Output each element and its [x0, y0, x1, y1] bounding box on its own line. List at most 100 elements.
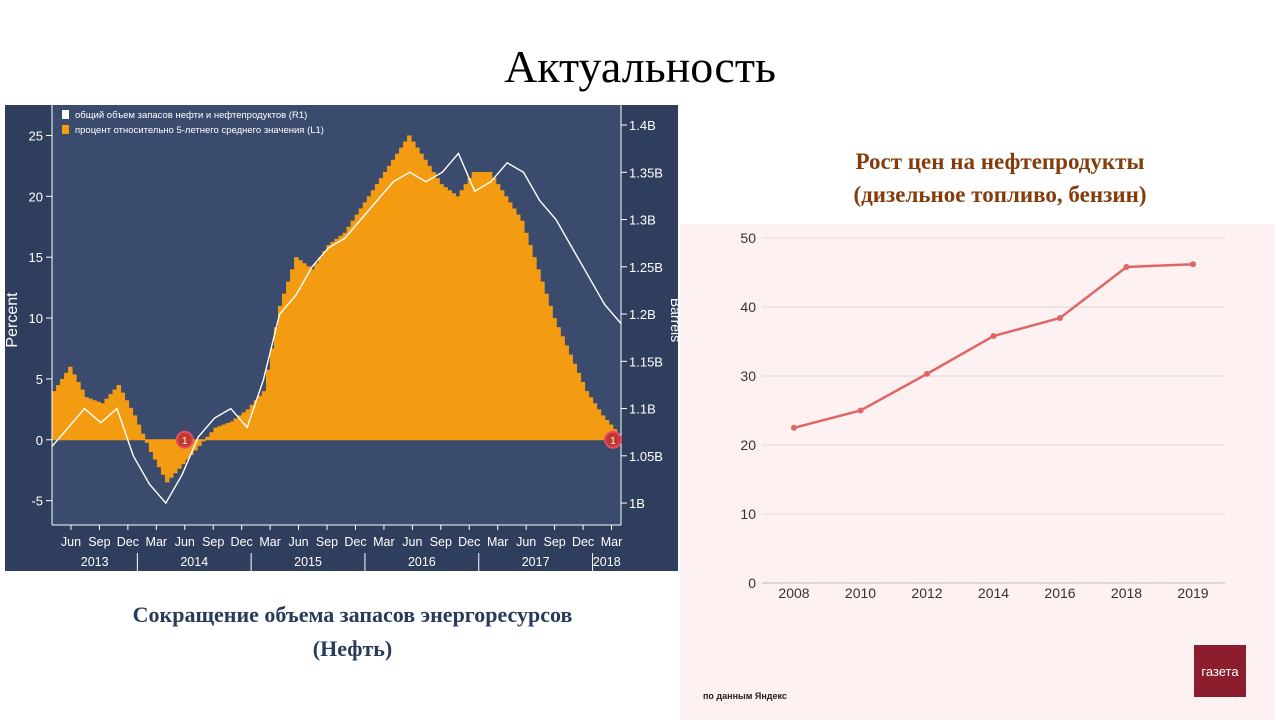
stocks-line [51, 152, 622, 505]
bar-mark [286, 281, 291, 440]
bar-mark [346, 226, 352, 440]
bar-mark [277, 305, 283, 440]
event-marker-label: 1 [610, 436, 616, 447]
bar-mark [604, 420, 610, 440]
bar-mark [334, 238, 339, 440]
bar-mark [302, 263, 307, 440]
legend-label-stocks: общий объем запасов нефти и нефтепродукт… [75, 110, 307, 121]
y-tick-label: 20 [29, 189, 43, 204]
x-axis: 2008 2010 2012 2014 2016 2018 2019 [778, 585, 1208, 601]
y2-tick-label: 1.05B [629, 449, 663, 464]
bar-mark [269, 348, 275, 440]
x-tick-label: 2016 [1044, 585, 1075, 601]
bar-mark [512, 208, 517, 440]
bar-mark [564, 345, 569, 440]
bar-mark [233, 418, 239, 440]
bar-mark [80, 389, 85, 440]
bar-mark [374, 184, 380, 440]
caption-line-1: Сокращение объема запасов энергоресурсов [132, 602, 573, 627]
bar-mark [580, 381, 586, 440]
y-tick-label: 0 [36, 433, 43, 448]
x-tick-label: Dec [117, 535, 139, 549]
x-tick-label: Jun [402, 535, 422, 549]
bar-mark [479, 171, 485, 440]
x-tick-label: 2012 [911, 585, 942, 601]
bar-mark [467, 178, 473, 440]
bar-mark [160, 439, 166, 475]
y2-tick-label: 1.35B [629, 165, 663, 180]
y-tick-label: 5 [36, 372, 43, 387]
bar-mark [403, 141, 408, 440]
line-series [51, 152, 622, 505]
fuel-price-panel: 50 40 30 20 10 0 2008 2010 2012 2014 2016 2018 2019 [680, 224, 1275, 720]
bar-mark [471, 171, 477, 440]
legend-label-percent: процент относительно 5-летнего среднего … [75, 125, 324, 136]
y-tick-label: 10 [29, 311, 43, 326]
y2-tick-label: 1.3B [629, 213, 656, 228]
bar-mark [108, 394, 113, 440]
grid [762, 237, 1225, 584]
bar-mark [572, 363, 578, 440]
x-tick-label: Mar [487, 535, 509, 549]
y-axis-title: Percent [5, 292, 21, 348]
x-tick-label: Sep [543, 535, 565, 549]
y-axis-left: 25 20 15 10 5 0 -5 [29, 105, 53, 525]
bar-mark [201, 439, 206, 442]
bar-mark [169, 439, 174, 478]
y2-tick-label: 1.15B [629, 354, 663, 369]
bar-mark [229, 421, 234, 440]
bar-mark [144, 439, 150, 443]
bar-mark [548, 305, 553, 440]
y-tick-label: 10 [740, 506, 756, 522]
bar-mark [177, 439, 182, 469]
y2-tick-label: 1.4B [629, 118, 656, 133]
bar-mark [310, 269, 315, 440]
bar-mark [395, 153, 400, 440]
x-tick-label: Dec [572, 535, 594, 549]
x-year-label: 2017 [522, 555, 550, 569]
y2-tick-label: 1.25B [629, 260, 663, 275]
x-axis: Jun Sep Dec Mar Jun Sep Dec Mar Jun Sep Dec Mar Jun S… [52, 524, 622, 571]
bar-mark [68, 366, 73, 440]
x-tick-label: Jun [61, 535, 81, 549]
bar-mark [491, 178, 497, 440]
bar-mark [362, 202, 368, 440]
y-tick-label: 30 [740, 368, 756, 384]
price-point [1190, 261, 1196, 268]
x-tick-label: 2008 [778, 585, 809, 601]
bar-mark [314, 263, 319, 440]
right-chart-title: Рост цен на нефтепродукты (дизельное топ… [760, 145, 1240, 211]
bar-mark [104, 398, 109, 440]
bar-mark [540, 281, 545, 440]
x-year-label: 2014 [180, 555, 208, 569]
bar-mark [241, 412, 247, 440]
event-marker [175, 430, 194, 449]
price-point [857, 407, 864, 414]
bar-mark [237, 415, 243, 440]
bar-mark [386, 165, 392, 440]
bar-mark [584, 391, 590, 440]
bar-mark [92, 400, 97, 440]
bar-mark [350, 220, 356, 440]
y2-axis-title: Barrels [668, 298, 678, 342]
bar-mark [76, 381, 81, 440]
slide-title: Актуальность [504, 41, 776, 92]
price-point [924, 370, 930, 377]
bar-mark [156, 439, 162, 468]
bar-mark [516, 214, 521, 440]
bar-mark [120, 392, 126, 440]
y2-tick-label: 1.1B [629, 402, 656, 417]
bar-mark [475, 171, 481, 440]
x-year-label: 2016 [408, 555, 436, 569]
price-point [791, 424, 797, 431]
bar-mark [205, 436, 210, 440]
bar-mark [528, 245, 533, 440]
bar-mark [253, 400, 259, 440]
bar-mark [463, 184, 469, 440]
legend-swatch-percent [62, 125, 69, 134]
bar-mark [294, 257, 299, 440]
bar-mark [487, 171, 493, 440]
bar-mark [354, 214, 360, 440]
price-line [791, 261, 1196, 431]
bar-mark [411, 141, 416, 440]
